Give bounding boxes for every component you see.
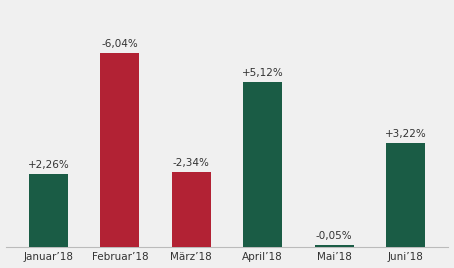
Bar	[386, 143, 425, 247]
Bar	[100, 53, 139, 247]
Text: +3,22%: +3,22%	[385, 129, 426, 139]
Text: +5,12%: +5,12%	[242, 68, 284, 78]
Bar	[29, 174, 68, 247]
Bar	[243, 82, 282, 247]
Text: -6,04%: -6,04%	[102, 39, 138, 49]
Text: -0,05%: -0,05%	[316, 232, 352, 241]
Text: +2,26%: +2,26%	[28, 160, 69, 170]
Bar	[315, 245, 354, 247]
Bar	[172, 172, 211, 247]
Text: -2,34%: -2,34%	[173, 158, 210, 168]
